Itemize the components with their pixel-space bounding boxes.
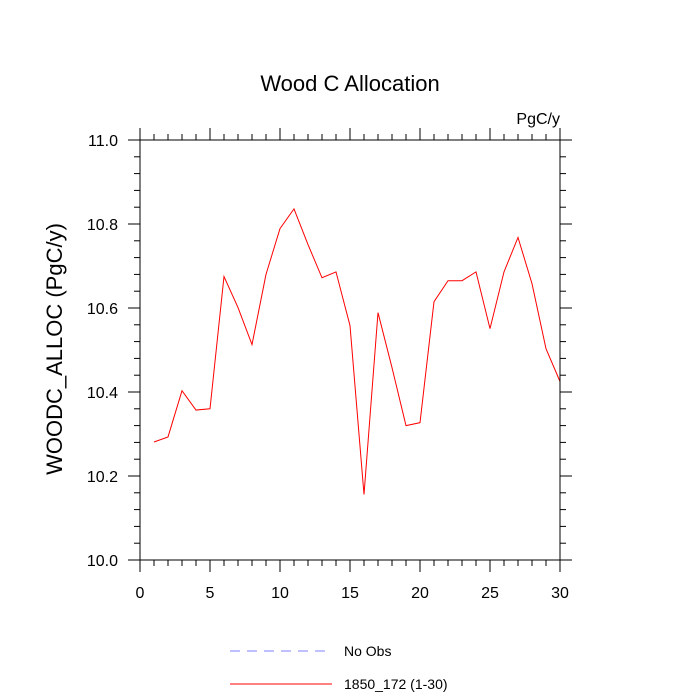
x-tick-label: 5	[206, 585, 215, 602]
x-tick-label: 10	[271, 585, 289, 602]
y-tick-label: 10.0	[87, 553, 118, 570]
units-label: PgC/y	[516, 111, 560, 128]
y-tick-label: 11.0	[88, 133, 118, 150]
x-tick-label: 30	[551, 585, 569, 602]
series-line-1	[153, 207, 561, 495]
y-axis-label: WOODC_ALLOC (PgC/y)	[42, 223, 67, 475]
x-tick-label: 15	[341, 585, 359, 602]
x-tick-label: 20	[411, 585, 429, 602]
y-tick-label: 10.4	[87, 385, 118, 402]
y-tick-label: 10.8	[87, 217, 118, 234]
legend-label-1850-172: 1850_172 (1-30)	[344, 676, 448, 692]
x-tick-label: 25	[481, 585, 499, 602]
y-tick-label: 10.2	[87, 469, 118, 486]
legend-label-no-obs: No Obs	[344, 643, 391, 659]
legend: No Obs 1850_172 (1-30)	[230, 643, 448, 692]
series-lines	[153, 207, 561, 495]
x-tick-label: 0	[136, 585, 145, 602]
axis-ticks	[128, 128, 572, 572]
chart-title: Wood C Allocation	[260, 71, 439, 96]
axis-tick-labels: 0 5 10 15 20 25 30 10.0 10.2 10.4 10.6 10.8 11.0	[87, 133, 569, 602]
y-tick-label: 10.6	[87, 301, 118, 318]
plot-frame	[139, 139, 561, 561]
